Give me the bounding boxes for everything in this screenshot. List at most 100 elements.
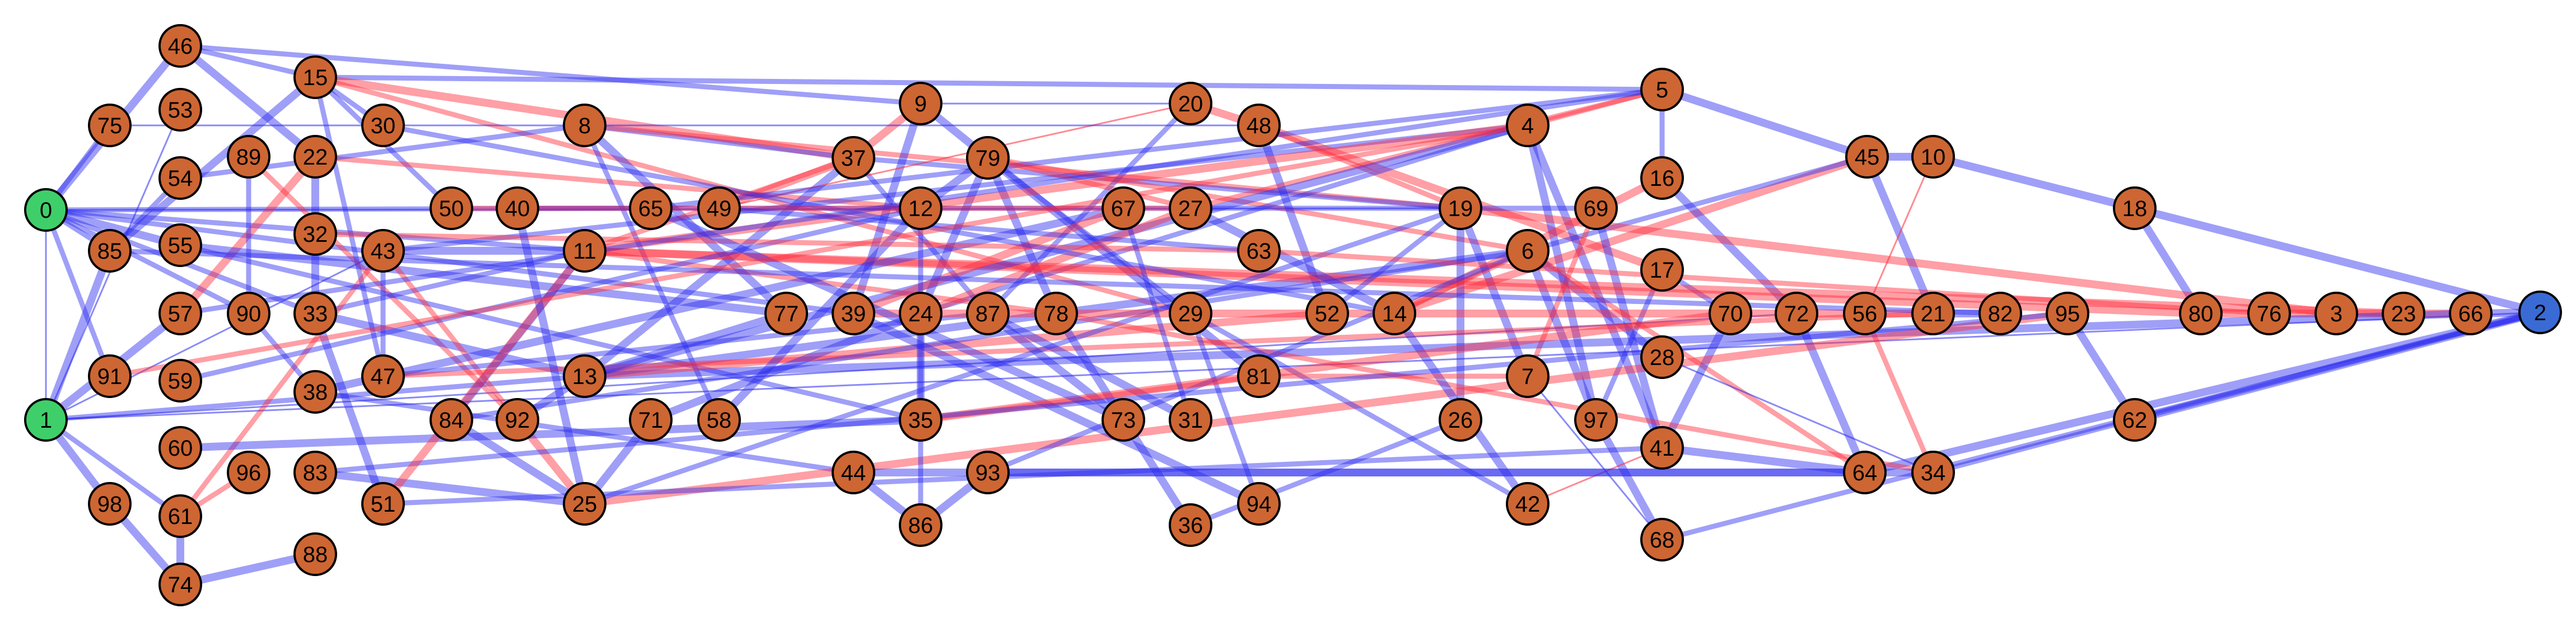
node-94[interactable]: 94 — [1237, 482, 1281, 526]
node-49[interactable]: 49 — [697, 186, 741, 230]
node-91[interactable]: 91 — [88, 354, 132, 398]
node-43[interactable]: 43 — [361, 229, 405, 273]
node-34[interactable]: 34 — [1911, 451, 1955, 494]
node-35[interactable]: 35 — [899, 398, 942, 442]
node-9[interactable]: 9 — [899, 82, 942, 125]
node-51[interactable]: 51 — [361, 482, 405, 526]
node-68[interactable]: 68 — [1640, 518, 1684, 562]
node-17[interactable]: 17 — [1640, 248, 1684, 292]
node-52[interactable]: 52 — [1305, 292, 1349, 335]
node-55[interactable]: 55 — [158, 223, 202, 267]
node-54[interactable]: 54 — [158, 156, 202, 200]
node-22[interactable]: 22 — [293, 135, 337, 179]
node-83[interactable]: 83 — [293, 451, 337, 494]
node-28[interactable]: 28 — [1640, 335, 1684, 379]
node-4[interactable]: 4 — [1506, 104, 1550, 147]
node-15[interactable]: 15 — [293, 55, 337, 99]
node-label: 68 — [1650, 528, 1675, 553]
node-44[interactable]: 44 — [832, 451, 875, 494]
node-64[interactable]: 64 — [1843, 451, 1887, 494]
node-98[interactable]: 98 — [88, 482, 132, 526]
node-65[interactable]: 65 — [629, 186, 673, 230]
node-89[interactable]: 89 — [227, 135, 270, 179]
node-81[interactable]: 81 — [1237, 354, 1281, 398]
node-16[interactable]: 16 — [1640, 156, 1684, 200]
node-63[interactable]: 63 — [1237, 229, 1281, 273]
node-2[interactable]: 2 — [2518, 291, 2562, 334]
node-3[interactable]: 3 — [2314, 292, 2358, 335]
node-79[interactable]: 79 — [966, 136, 1010, 180]
node-96[interactable]: 96 — [227, 451, 270, 494]
node-24[interactable]: 24 — [899, 292, 942, 335]
node-1[interactable]: 1 — [24, 398, 68, 442]
node-92[interactable]: 92 — [496, 398, 539, 442]
node-40[interactable]: 40 — [496, 186, 539, 230]
node-10[interactable]: 10 — [1911, 135, 1955, 179]
node-74[interactable]: 74 — [158, 563, 202, 606]
node-32[interactable]: 32 — [293, 212, 337, 256]
node-82[interactable]: 82 — [1978, 292, 2022, 335]
node-42[interactable]: 42 — [1506, 482, 1550, 526]
node-67[interactable]: 67 — [1102, 186, 1145, 230]
node-70[interactable]: 70 — [1709, 292, 1752, 335]
node-95[interactable]: 95 — [2046, 292, 2089, 335]
node-38[interactable]: 38 — [293, 370, 337, 414]
node-77[interactable]: 77 — [764, 292, 808, 335]
node-87[interactable]: 87 — [966, 292, 1010, 335]
node-7[interactable]: 7 — [1506, 354, 1550, 398]
node-84[interactable]: 84 — [430, 398, 473, 442]
node-86[interactable]: 86 — [899, 503, 942, 547]
node-80[interactable]: 80 — [2179, 292, 2223, 335]
node-23[interactable]: 23 — [2382, 292, 2425, 335]
node-60[interactable]: 60 — [158, 426, 202, 470]
node-0[interactable]: 0 — [24, 188, 68, 232]
node-62[interactable]: 62 — [2113, 398, 2157, 442]
node-21[interactable]: 21 — [1911, 292, 1955, 335]
node-66[interactable]: 66 — [2449, 292, 2493, 335]
node-50[interactable]: 50 — [430, 186, 473, 230]
node-57[interactable]: 57 — [158, 292, 202, 335]
node-12[interactable]: 12 — [899, 186, 942, 230]
node-46[interactable]: 46 — [158, 24, 202, 68]
node-25[interactable]: 25 — [563, 482, 606, 526]
node-31[interactable]: 31 — [1169, 398, 1212, 442]
node-45[interactable]: 45 — [1845, 135, 1889, 179]
node-61[interactable]: 61 — [158, 494, 202, 538]
node-37[interactable]: 37 — [832, 136, 875, 180]
node-90[interactable]: 90 — [227, 292, 270, 335]
node-11[interactable]: 11 — [563, 229, 606, 273]
node-93[interactable]: 93 — [966, 451, 1010, 494]
node-72[interactable]: 72 — [1775, 292, 1818, 335]
node-69[interactable]: 69 — [1574, 186, 1618, 230]
node-78[interactable]: 78 — [1034, 292, 1078, 335]
node-5[interactable]: 5 — [1640, 68, 1684, 111]
node-33[interactable]: 33 — [293, 292, 337, 335]
node-29[interactable]: 29 — [1169, 292, 1212, 335]
node-97[interactable]: 97 — [1574, 398, 1618, 442]
node-48[interactable]: 48 — [1237, 104, 1281, 147]
node-41[interactable]: 41 — [1640, 426, 1684, 470]
node-27[interactable]: 27 — [1169, 186, 1212, 230]
node-8[interactable]: 8 — [563, 104, 606, 147]
node-39[interactable]: 39 — [832, 292, 875, 335]
node-85[interactable]: 85 — [88, 229, 132, 273]
node-26[interactable]: 26 — [1439, 398, 1482, 442]
node-14[interactable]: 14 — [1373, 292, 1416, 335]
node-6[interactable]: 6 — [1506, 229, 1550, 273]
node-75[interactable]: 75 — [88, 104, 132, 147]
node-73[interactable]: 73 — [1102, 398, 1145, 442]
node-47[interactable]: 47 — [361, 354, 405, 398]
node-19[interactable]: 19 — [1439, 186, 1482, 230]
node-59[interactable]: 59 — [158, 359, 202, 403]
node-53[interactable]: 53 — [158, 88, 202, 132]
node-30[interactable]: 30 — [361, 104, 405, 147]
node-58[interactable]: 58 — [697, 398, 741, 442]
node-76[interactable]: 76 — [2247, 292, 2291, 335]
node-18[interactable]: 18 — [2113, 186, 2157, 230]
node-56[interactable]: 56 — [1843, 292, 1887, 335]
node-88[interactable]: 88 — [293, 532, 337, 576]
node-20[interactable]: 20 — [1169, 82, 1212, 125]
node-71[interactable]: 71 — [629, 398, 673, 442]
node-36[interactable]: 36 — [1169, 503, 1212, 547]
node-13[interactable]: 13 — [563, 354, 606, 398]
